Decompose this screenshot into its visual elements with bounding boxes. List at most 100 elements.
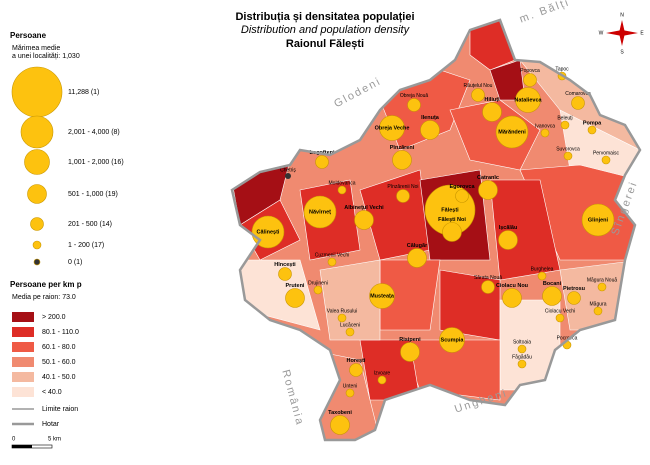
- place-label: Măgura Nouă: [587, 277, 618, 283]
- place-label: Pietrosu: [563, 286, 585, 292]
- legend-symbol: [24, 149, 50, 175]
- settlement: [517, 359, 527, 369]
- settlement: [523, 73, 537, 87]
- compass-letter: S: [620, 49, 624, 55]
- place-label: Musteața: [370, 293, 395, 299]
- place-label: Catranîc: [477, 175, 499, 181]
- place-label: Beleuți: [557, 115, 572, 121]
- place-label: Chetriș: [280, 167, 296, 173]
- legend-swatch: [12, 312, 34, 322]
- place-label: Ilenuța: [421, 115, 440, 121]
- settlement: [315, 155, 329, 169]
- compass-rose: [606, 30, 638, 36]
- settlement: [392, 150, 412, 170]
- settlement: [369, 283, 395, 309]
- legend-label: 2,001 - 4,000 (8): [68, 129, 120, 136]
- place-label: Suvorovca: [556, 146, 580, 152]
- settlement: [587, 125, 597, 135]
- legend-subtitle: Mărimea medie: [12, 45, 60, 52]
- place-label: Izvoare: [374, 370, 391, 376]
- place-label: Fălești: [441, 207, 459, 213]
- legend-label: 201 - 500 (14): [68, 221, 112, 228]
- settlement: [345, 388, 355, 398]
- district-border: [230, 18, 642, 442]
- place-label: Măgura: [590, 301, 607, 307]
- settlement: [455, 189, 469, 203]
- compass-letter: N: [620, 12, 624, 18]
- place-label: Soltoaia: [513, 339, 531, 345]
- settlement: [502, 288, 522, 308]
- settlement: [278, 267, 292, 281]
- legend-label: Hotar: [42, 421, 60, 428]
- settlement: [407, 248, 427, 268]
- settlement: [442, 222, 462, 242]
- region: [559, 109, 640, 181]
- place-label: Moldovanca: [329, 180, 356, 186]
- settlement: [303, 195, 337, 229]
- settlement: [285, 288, 305, 308]
- compass-letter: W: [599, 30, 604, 36]
- place-label: Ișcălău: [499, 225, 518, 231]
- place-label: Răuțelul Nou: [464, 83, 493, 89]
- place-label: Albinețul Vechi: [344, 205, 384, 211]
- legend-swatch: [12, 372, 34, 382]
- place-label: Valea Rusului: [327, 308, 357, 314]
- legend-label: 1 - 200 (17): [68, 242, 104, 249]
- settlement: [517, 344, 527, 354]
- legend-label: 60.1 - 80.0: [42, 344, 76, 351]
- scale-bar: [12, 445, 32, 448]
- compass-letter: E: [640, 30, 644, 36]
- legend-symbol: [30, 217, 44, 231]
- subtitle: Distribution and population density: [241, 24, 411, 36]
- place-label: Egorovca: [449, 184, 475, 190]
- settlement: [313, 285, 323, 295]
- settlement: [330, 415, 350, 435]
- settlement: [567, 291, 581, 305]
- place-label: Taxobeni: [328, 410, 352, 416]
- settlement: [593, 306, 603, 316]
- place-label: Pervomaisc: [593, 150, 620, 156]
- legend-symbol: [20, 115, 54, 149]
- legend-symbol: [32, 240, 42, 250]
- settlement: [581, 203, 615, 237]
- place-label: Risipeni: [399, 337, 421, 343]
- settlement: [337, 313, 347, 323]
- settlement: [285, 173, 291, 179]
- legend-subtitle: Media pe raion: 73.0: [12, 294, 76, 301]
- scale-label: 5 km: [48, 437, 61, 443]
- settlement: [337, 185, 347, 195]
- place-label: Pînzărenii Noi: [387, 184, 418, 190]
- settlement: [354, 210, 374, 230]
- settlements: Popovca Tapoc Natalievca Comarovca Răuțelul …: [251, 66, 620, 435]
- settlement: [407, 98, 421, 112]
- place-label: Pompa: [583, 120, 602, 126]
- settlement: [515, 87, 541, 113]
- legend-label: > 200.0: [42, 314, 66, 321]
- place-label: Hîncești: [274, 262, 296, 268]
- legend-title: Persoane: [10, 31, 47, 40]
- place-label: Ivanovca: [535, 123, 555, 129]
- place-label: Pocrovca: [557, 335, 578, 341]
- settlement: [377, 375, 387, 385]
- place-label: Drujineni: [308, 280, 328, 286]
- place-label: Năvîrneț: [309, 209, 331, 215]
- place-label: Ciolacu Nou: [496, 283, 528, 289]
- settlement: [349, 363, 363, 377]
- settlement: [563, 151, 573, 161]
- place-label: Horești: [347, 358, 366, 364]
- region: [319, 259, 381, 341]
- place-label: Hiliuți: [484, 97, 500, 103]
- region-title: Raionul Fălești: [286, 38, 364, 50]
- legend-swatch: [12, 387, 34, 397]
- legend-label: Limite raion: [42, 406, 78, 413]
- settlement: [481, 280, 495, 294]
- place-label: Tapoc: [555, 66, 569, 72]
- settlement: [478, 180, 498, 200]
- legend-swatch: [12, 357, 34, 367]
- neighbor-label: România: [279, 368, 306, 427]
- legend-swatch: [12, 327, 34, 337]
- place-label: Călinești: [257, 229, 280, 235]
- settlement: [439, 327, 465, 353]
- place-label: Ciolacu Vechi: [545, 308, 575, 314]
